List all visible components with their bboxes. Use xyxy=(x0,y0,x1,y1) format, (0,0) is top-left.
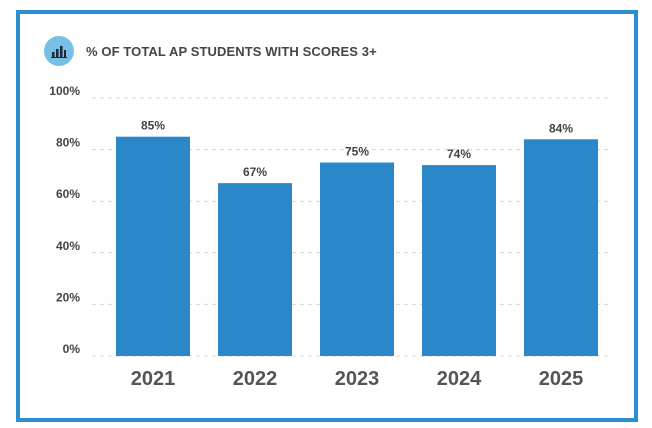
y-tick-label: 60% xyxy=(56,187,80,201)
data-label-2024: 74% xyxy=(447,147,471,161)
bar-2025 xyxy=(524,139,598,356)
y-tick-label: 100% xyxy=(49,84,80,98)
chart-title: % OF TOTAL AP STUDENTS WITH SCORES 3+ xyxy=(86,43,377,59)
data-label-2021: 85% xyxy=(141,119,165,133)
bar-2023 xyxy=(320,162,394,356)
x-tick-label-2024: 2024 xyxy=(437,368,482,390)
x-tick-label-2025: 2025 xyxy=(539,368,584,390)
y-tick-label: 0% xyxy=(63,342,81,356)
x-tick-label-2022: 2022 xyxy=(233,368,278,390)
bar-2022 xyxy=(218,183,292,356)
data-label-2022: 67% xyxy=(243,165,267,179)
chart-header: % OF TOTAL AP STUDENTS WITH SCORES 3+ xyxy=(44,36,377,66)
y-tick-label: 40% xyxy=(56,239,80,253)
y-tick-label: 20% xyxy=(56,290,80,304)
y-tick-label: 80% xyxy=(56,136,80,150)
data-label-2025: 84% xyxy=(549,121,573,135)
x-tick-label-2021: 2021 xyxy=(131,368,176,390)
data-label-2023: 75% xyxy=(345,145,369,159)
bar-2024 xyxy=(422,165,496,356)
bar-chart-icon xyxy=(44,36,74,66)
x-tick-label-2023: 2023 xyxy=(335,368,380,390)
bar-2021 xyxy=(116,136,190,356)
